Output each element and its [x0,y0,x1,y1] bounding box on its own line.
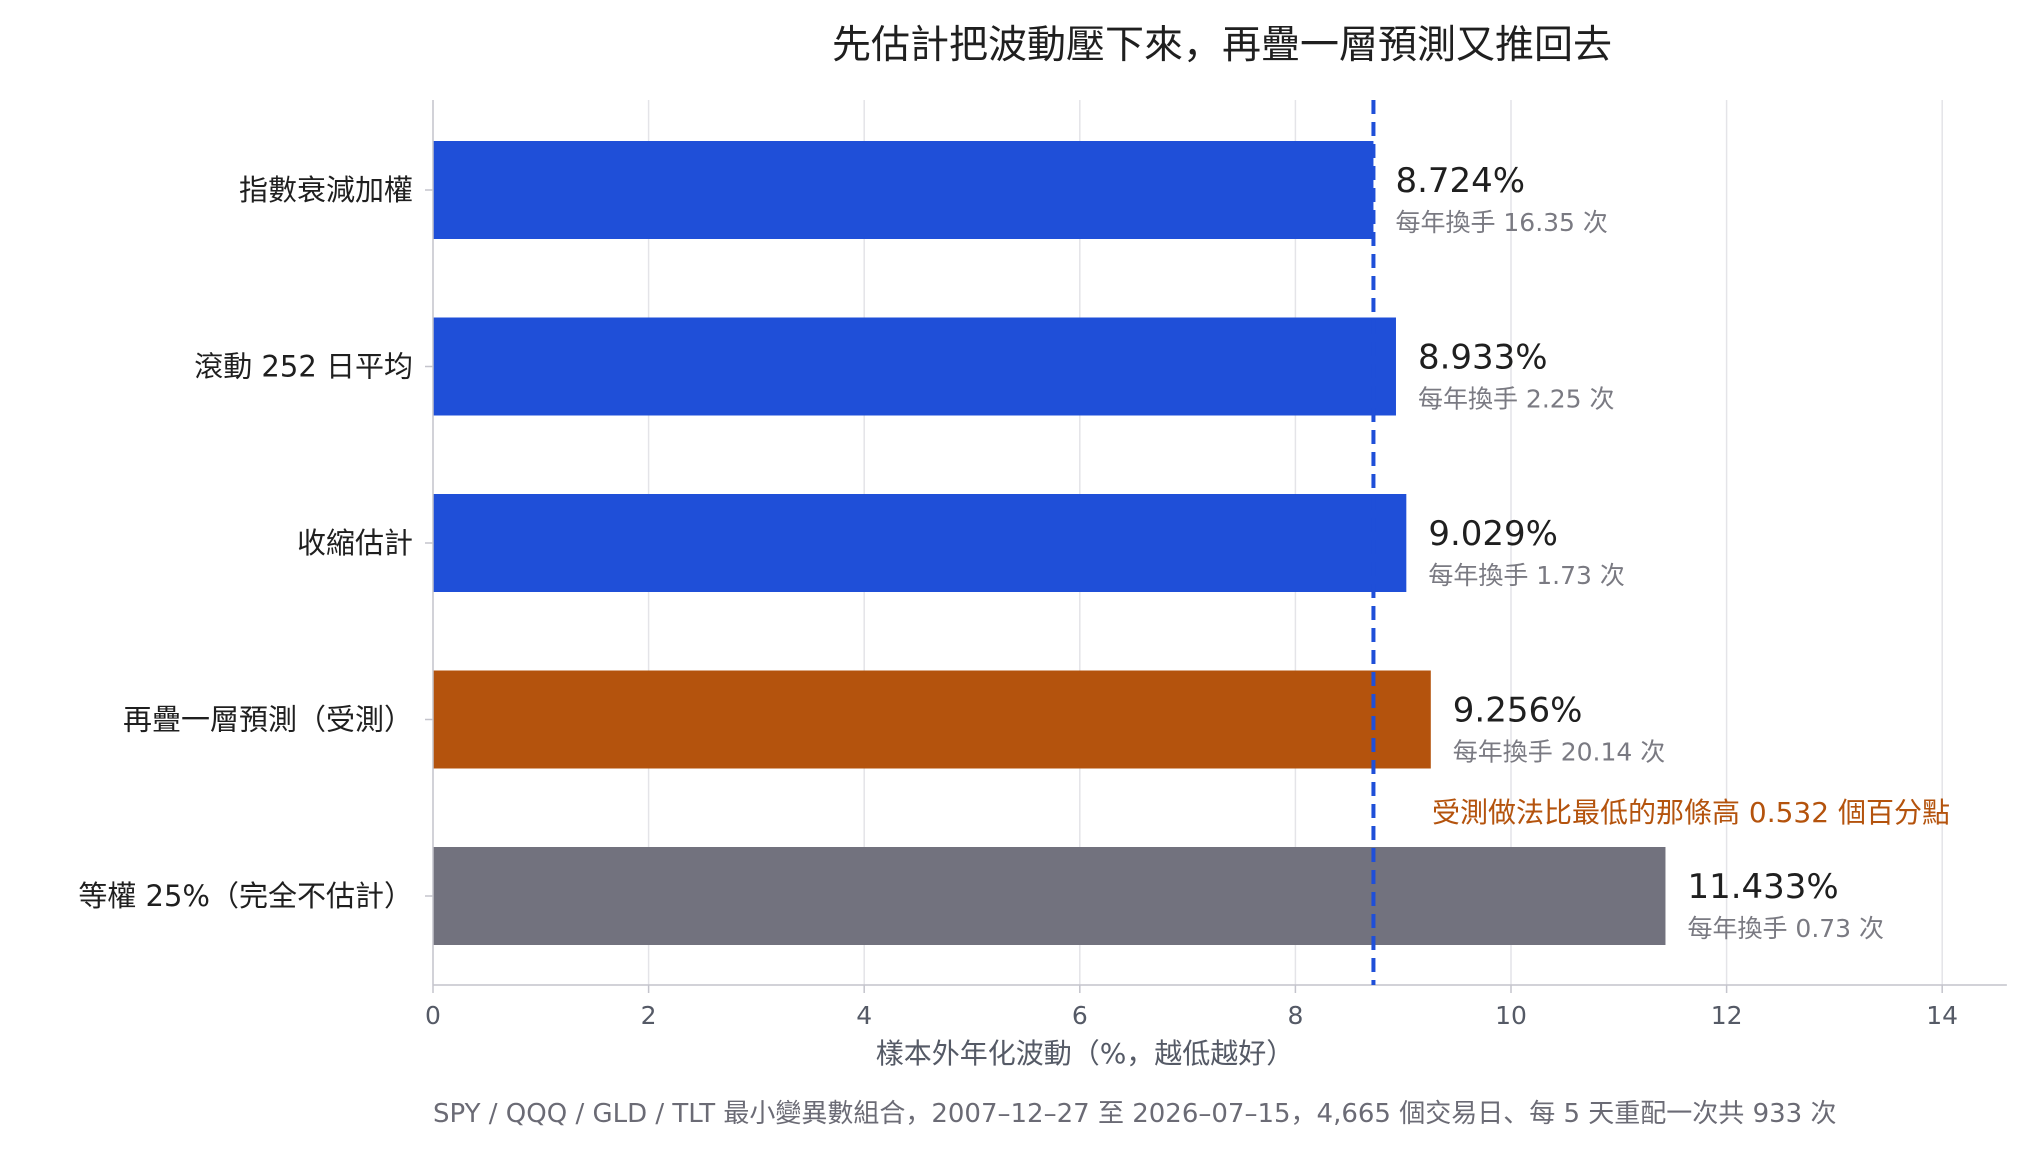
turnover-label: 每年換手 20.14 次 [1453,738,1665,767]
category-label: 等權 25%（完全不估計） [78,879,413,913]
x-axis-label: 樣本外年化波動（%，越低越好） [876,1037,1295,1070]
footer-note: SPY / QQQ / GLD / TLT 最小變異數組合，2007–12–27… [433,1099,1836,1129]
value-labels: 8.724% 每年換手 16.35 次 8.933% 每年換手 2.25 次 9.029… [1395,161,1884,943]
category-label: 指數衰減加權 [239,173,413,207]
x-tick-label: 14 [1926,1001,1958,1030]
bar [433,317,1396,416]
value-label: 8.933% [1418,338,1548,378]
annotation-note: 受測做法比最低的那條高 0.532 個百分點 [1432,796,1950,829]
category-label: 收縮估計 [297,526,413,560]
x-tick-label: 4 [856,1001,872,1030]
chart-title: 先估計把波動壓下來，再疊一層預測又推回去 [832,23,1612,68]
bar [433,141,1374,239]
x-tick-label: 0 [425,1001,441,1030]
bar [433,494,1407,592]
x-tick-labels: 0 2 4 6 8 10 12 14 [425,985,1958,1030]
turnover-label: 每年換手 1.73 次 [1428,561,1625,590]
x-tick-label: 12 [1711,1001,1743,1030]
x-tick-label: 2 [641,1001,657,1030]
bar [433,670,1431,769]
turnover-label: 每年換手 0.73 次 [1687,914,1884,943]
bar [433,847,1666,945]
bars [433,141,1666,945]
x-tick-label: 8 [1287,1001,1303,1030]
turnover-label: 每年換手 2.25 次 [1418,385,1615,414]
value-label: 8.724% [1395,161,1525,201]
x-tick-label: 6 [1072,1001,1088,1030]
value-label: 11.433% [1687,867,1838,907]
turnover-label: 每年換手 16.35 次 [1395,208,1607,237]
value-label: 9.256% [1453,691,1583,731]
category-label: 滾動 252 日平均 [194,350,413,384]
x-tick-label: 10 [1495,1001,1527,1030]
category-label: 再疊一層預測（受測） [123,703,413,737]
value-label: 9.029% [1428,514,1558,554]
